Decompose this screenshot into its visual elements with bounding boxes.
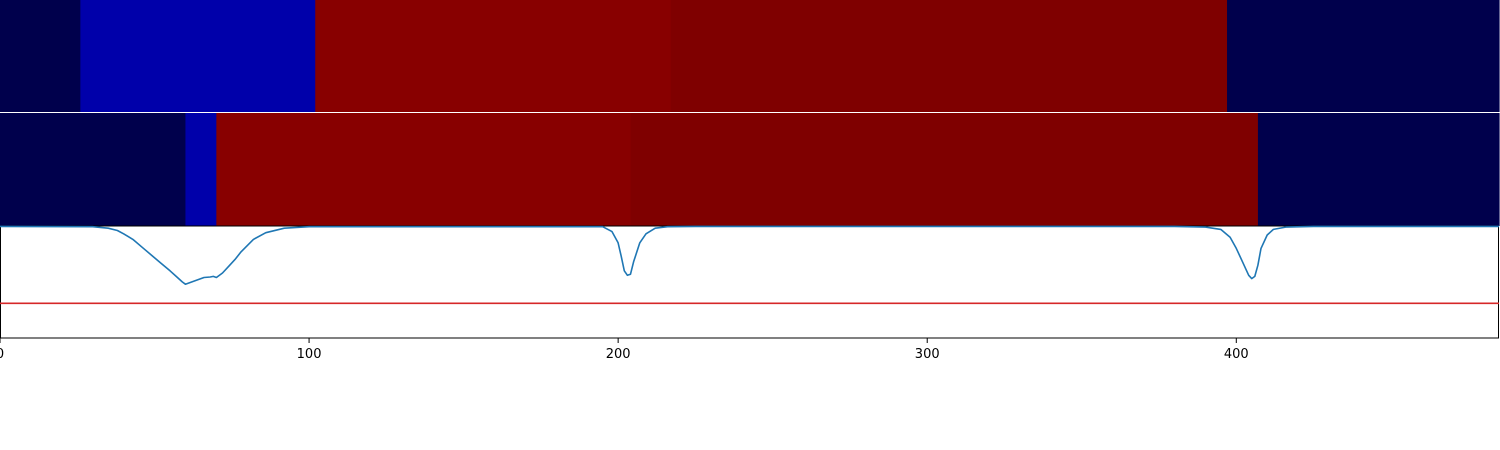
signal-lines bbox=[0, 225, 1499, 305]
x-axis: 0 100 200 300 400 bbox=[0, 338, 1249, 362]
top-strip-segment-1 bbox=[80, 0, 316, 112]
middle-strip-segment-3 bbox=[630, 113, 1259, 226]
top-segmentation-strip bbox=[0, 0, 1500, 112]
middle-strip-segment-2 bbox=[216, 113, 632, 226]
x-tick-label: 400 bbox=[1224, 347, 1249, 362]
x-tick-label: 0 bbox=[0, 347, 4, 362]
bottom-signal-plot: 0 100 200 300 400 bbox=[0, 225, 1499, 362]
middle-segmentation-strip bbox=[0, 113, 1500, 226]
x-tick-label: 300 bbox=[915, 347, 940, 362]
middle-strip-segment-0 bbox=[0, 113, 187, 226]
signal-line bbox=[0, 225, 1499, 286]
top-strip-segment-2 bbox=[315, 0, 672, 112]
signal-plot-frame bbox=[0, 225, 1499, 339]
x-tick-label: 200 bbox=[606, 347, 631, 362]
top-strip-segment-3 bbox=[670, 0, 1228, 112]
top-strip-segment-0 bbox=[0, 0, 81, 112]
middle-strip-segment-1 bbox=[185, 113, 217, 226]
x-tick-label: 100 bbox=[297, 347, 322, 362]
top-strip-segment-4 bbox=[1227, 0, 1500, 112]
middle-strip-segment-4 bbox=[1257, 113, 1500, 226]
